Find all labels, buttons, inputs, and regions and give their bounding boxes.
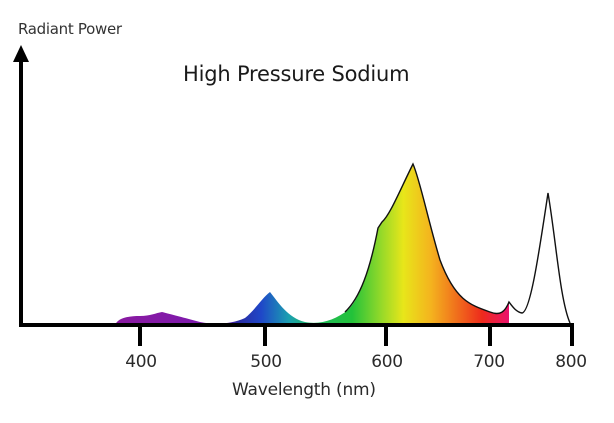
x-axis-ticks (138, 325, 574, 346)
x-tick-500: 500 (250, 352, 282, 372)
x-tick-800: 800 (555, 352, 587, 372)
y-axis-arrow-icon (13, 45, 29, 62)
x-tick-400: 400 (125, 352, 157, 372)
chart-title: High Pressure Sodium (183, 62, 410, 86)
spectrum-outline (344, 162, 571, 324)
x-tick-700: 700 (473, 352, 505, 372)
y-axis-label: Radiant Power (18, 20, 122, 38)
visible-spectrum-fill (115, 164, 509, 325)
x-axis-label: Wavelength (nm) (232, 380, 376, 400)
x-tick-600: 600 (371, 352, 403, 372)
